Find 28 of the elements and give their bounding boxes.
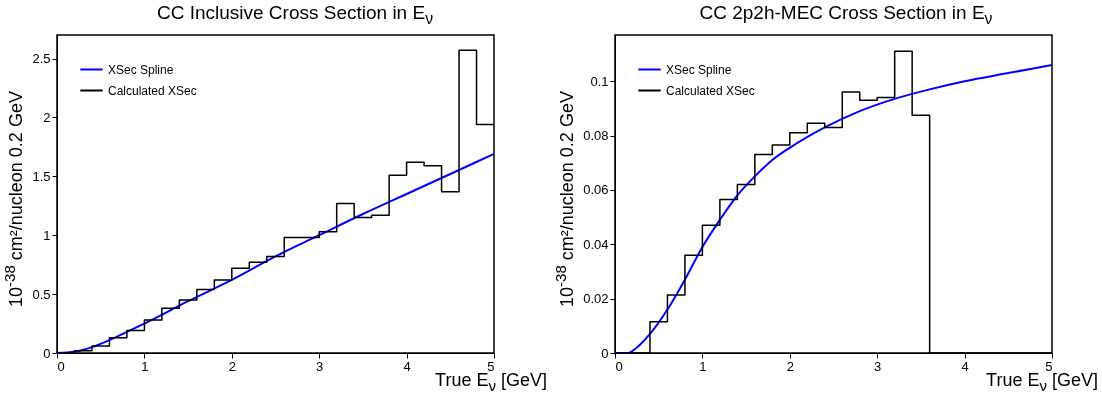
y-tick-label: 2.5 — [32, 51, 51, 67]
legend-label: Calculated XSec — [108, 83, 197, 98]
x-tick-label: 0 — [615, 358, 623, 374]
y-tick-label: 0.1 — [590, 73, 609, 89]
x-tick-label: 4 — [403, 358, 411, 374]
y-tick-label: 1 — [43, 227, 51, 243]
y-tick-label: 0.04 — [583, 236, 609, 252]
y-tick-label: 0.02 — [583, 291, 609, 307]
x-tick-label: 1 — [699, 358, 707, 374]
x-tick-label: 3 — [316, 358, 324, 374]
y-tick-label: 0.08 — [583, 128, 609, 144]
x-tick-label: 2 — [228, 358, 236, 374]
y-tick-label: 0 — [43, 345, 51, 361]
y-tick-label: 0.5 — [32, 286, 51, 302]
x-tick-label: 0 — [57, 358, 65, 374]
chart-title: CC 2p2h-MEC Cross Section in E$_{ν}$ — [698, 2, 994, 28]
legend-label: XSec Spline — [666, 62, 732, 77]
y-tick-label: 1.5 — [32, 168, 51, 184]
x-tick-label: 1 — [141, 358, 149, 374]
x-tick-label: 4 — [961, 358, 969, 374]
x-tick-label: 3 — [874, 358, 882, 374]
legend-label: Calculated XSec — [666, 83, 755, 98]
x-tick-label: 2 — [786, 358, 794, 374]
chart-title: CC Inclusive Cross Section in E$_{ν}$ — [155, 2, 435, 28]
legend-label: XSec Spline — [108, 62, 174, 77]
y-tick-label: 0.06 — [583, 182, 609, 198]
y-tick-label: 2 — [43, 109, 51, 125]
y-tick-label: 0 — [601, 345, 609, 361]
